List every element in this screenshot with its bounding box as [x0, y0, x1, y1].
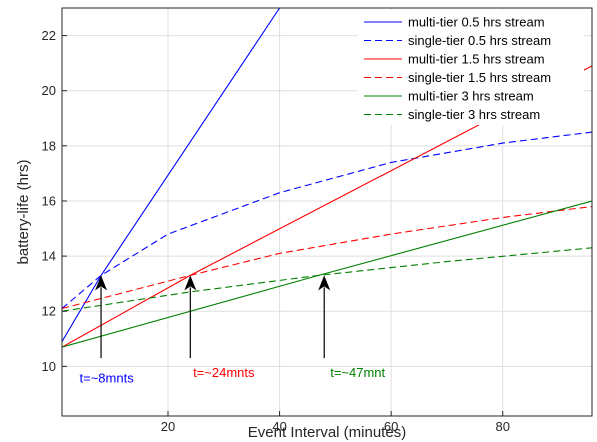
- series-line-6: [62, 247, 592, 312]
- y-tick-label: 14: [42, 249, 56, 264]
- y-tick-label: 20: [42, 83, 56, 98]
- series-group: [62, 8, 592, 348]
- annotation-arrow-head: [95, 275, 108, 291]
- plot-frame: [61, 7, 593, 417]
- y-tick-label: 22: [42, 28, 56, 43]
- annotation-arrow-head: [318, 275, 331, 291]
- annotation-label: t=~47mnt: [330, 365, 385, 380]
- series-line-2: [62, 131, 592, 309]
- x-axis-label: Event Interval (minutes): [248, 424, 406, 441]
- y-tick-label: 12: [42, 304, 56, 319]
- legend-entry-label: multi-tier 3 hrs stream: [408, 89, 534, 104]
- series-line-1: [62, 8, 281, 342]
- x-tick-label: 20: [161, 419, 175, 434]
- legend: multi-tier 0.5 hrs stream single-tier 0.5…: [358, 10, 584, 125]
- annotations-group: t=~8mnts t=~24mnts t=~47mnt: [80, 275, 386, 385]
- x-tick-label: 40: [272, 419, 286, 434]
- ticks-group: 20 40 60 80 10 12 14 16 18 20 22: [42, 28, 510, 434]
- legend-entry-label: single-tier 1.5 hrs stream: [408, 70, 551, 85]
- legend-entry-label: single-tier 0.5 hrs stream: [408, 33, 551, 48]
- y-tick-label: 18: [42, 138, 56, 153]
- legend-entry-label: single-tier 3 hrs stream: [408, 107, 540, 122]
- annotation-label: t=~8mnts: [80, 370, 135, 385]
- y-tick-label: 10: [42, 359, 56, 374]
- series-line-4: [62, 205, 592, 310]
- legend-background: [358, 10, 584, 125]
- x-tick-label: 60: [384, 419, 398, 434]
- legend-entry-label: multi-tier 0.5 hrs stream: [408, 15, 545, 30]
- annotation-label: t=~24mnts: [193, 365, 255, 380]
- y-tick-label: 16: [42, 193, 56, 208]
- x-tick-label: 80: [496, 419, 510, 434]
- annotation-arrow-head: [184, 275, 197, 291]
- y-axis-label: battery-life (hrs): [15, 159, 32, 264]
- legend-entry-label: multi-tier 1.5 hrs stream: [408, 52, 545, 67]
